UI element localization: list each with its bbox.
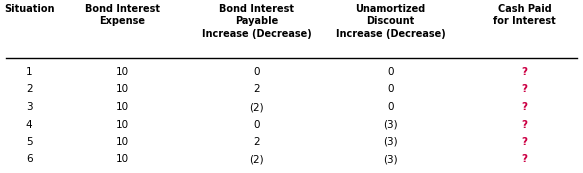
Text: 10: 10 bbox=[116, 102, 129, 112]
Text: 0: 0 bbox=[387, 102, 394, 112]
Text: 5: 5 bbox=[26, 137, 33, 147]
Text: 10: 10 bbox=[116, 84, 129, 94]
Text: (3): (3) bbox=[383, 120, 398, 130]
Text: Bond Interest
Expense: Bond Interest Expense bbox=[85, 4, 160, 26]
Text: (2): (2) bbox=[249, 102, 264, 112]
Text: Unamortized
Discount
Increase (Decrease): Unamortized Discount Increase (Decrease) bbox=[336, 4, 445, 39]
Text: (2): (2) bbox=[249, 154, 264, 165]
Text: 1: 1 bbox=[26, 67, 33, 77]
Text: 4: 4 bbox=[26, 120, 33, 130]
Text: 2: 2 bbox=[253, 137, 260, 147]
Text: (3): (3) bbox=[383, 154, 398, 165]
Text: Cash Paid
for Interest: Cash Paid for Interest bbox=[493, 4, 556, 26]
Text: Bond Interest
Payable
Increase (Decrease): Bond Interest Payable Increase (Decrease… bbox=[202, 4, 311, 39]
Text: 0: 0 bbox=[387, 84, 394, 94]
Text: 3: 3 bbox=[26, 102, 33, 112]
Text: ?: ? bbox=[522, 154, 528, 165]
Text: 0: 0 bbox=[253, 67, 260, 77]
Text: 0: 0 bbox=[387, 67, 394, 77]
Text: ?: ? bbox=[522, 102, 528, 112]
Text: ?: ? bbox=[522, 67, 528, 77]
Text: 0: 0 bbox=[253, 120, 260, 130]
Text: ?: ? bbox=[522, 120, 528, 130]
Text: 10: 10 bbox=[116, 154, 129, 165]
Text: 2: 2 bbox=[253, 84, 260, 94]
Text: 2: 2 bbox=[26, 84, 33, 94]
Text: 6: 6 bbox=[26, 154, 33, 165]
Text: (3): (3) bbox=[383, 137, 398, 147]
Text: 10: 10 bbox=[116, 137, 129, 147]
Text: 10: 10 bbox=[116, 120, 129, 130]
Text: Situation: Situation bbox=[4, 4, 54, 14]
Text: 10: 10 bbox=[116, 67, 129, 77]
Text: ?: ? bbox=[522, 84, 528, 94]
Text: ?: ? bbox=[522, 137, 528, 147]
